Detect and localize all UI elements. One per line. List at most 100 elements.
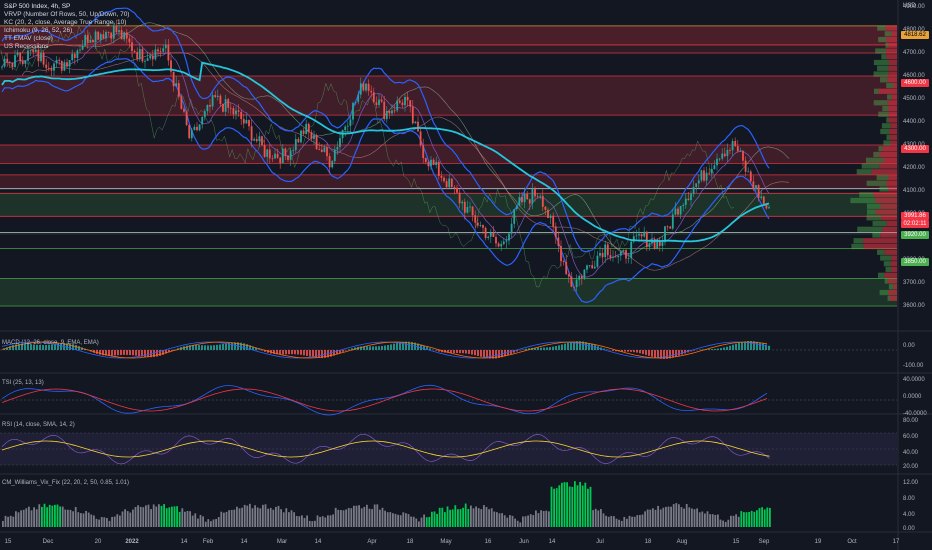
willvix-bar bbox=[490, 508, 493, 527]
volume-profile-bar bbox=[880, 203, 897, 209]
willvix-label[interactable]: CM_Williams_Vix_Fix (22, 20, 2, 50, 0.85… bbox=[2, 480, 129, 486]
candle-body bbox=[16, 52, 19, 56]
willvix-bar bbox=[405, 513, 407, 527]
rsi-label[interactable]: RSI (14, close, SMA, 14, 2) bbox=[2, 422, 75, 428]
willvix-bar bbox=[477, 508, 480, 527]
volume-profile-bar bbox=[878, 88, 897, 94]
macd-histogram-bar bbox=[276, 350, 278, 355]
willvix-bar bbox=[35, 509, 38, 527]
macd-histogram-bar bbox=[546, 347, 548, 350]
willvix-bar bbox=[607, 516, 610, 527]
indicator-emav[interactable]: TT EMAV (close) bbox=[4, 35, 53, 42]
macd-histogram-bar bbox=[453, 350, 455, 354]
candle-body bbox=[658, 240, 661, 246]
macd-histogram-bar bbox=[15, 344, 17, 350]
macd-histogram-bar bbox=[72, 344, 74, 350]
indicator-recessions[interactable]: US Recessions bbox=[4, 43, 49, 50]
volume-profile-bar bbox=[859, 192, 874, 198]
indicator-ichimoku[interactable]: Ichimoku (9, 26, 52, 26) bbox=[4, 27, 73, 34]
volume-profile-bar bbox=[891, 266, 897, 273]
candle-body bbox=[536, 196, 539, 198]
macd-histogram-bar bbox=[234, 342, 236, 350]
candle-body bbox=[718, 158, 721, 160]
willvix-bar bbox=[189, 511, 191, 527]
candle-body bbox=[29, 50, 32, 51]
willvix-bar bbox=[550, 486, 553, 527]
macd-histogram-bar bbox=[633, 350, 635, 353]
symbol-title[interactable]: S&P 500 Index, 4h, SP bbox=[4, 3, 71, 10]
macd-histogram-bar bbox=[420, 344, 422, 350]
macd-histogram-bar bbox=[528, 348, 530, 350]
volume-profile-bar bbox=[880, 255, 892, 261]
time-tick-label: 20 bbox=[94, 539, 102, 545]
candle-body bbox=[736, 146, 739, 152]
candle-body bbox=[502, 241, 505, 244]
candle-body bbox=[684, 198, 687, 205]
willvix-bar bbox=[397, 514, 399, 527]
willvix-bar bbox=[740, 511, 743, 527]
candle-body bbox=[541, 195, 544, 207]
willvix-bar bbox=[418, 521, 420, 527]
willvix-bar bbox=[524, 516, 527, 527]
willvix-bar bbox=[59, 506, 61, 527]
willvix-bar bbox=[717, 514, 719, 527]
macd-histogram-bar bbox=[330, 350, 332, 357]
macd-histogram-bar bbox=[243, 343, 245, 350]
willvix-bar bbox=[363, 506, 366, 527]
candle-body bbox=[222, 103, 224, 112]
candle-body bbox=[305, 123, 308, 134]
willvix-bar bbox=[386, 512, 389, 527]
willvix-bar bbox=[132, 509, 134, 527]
candle-body bbox=[175, 83, 178, 87]
time-tick-label: 15 bbox=[4, 539, 12, 545]
candle-body bbox=[461, 201, 464, 204]
macd-histogram-bar bbox=[714, 348, 716, 350]
candle-body bbox=[131, 42, 133, 51]
candle-body bbox=[313, 135, 315, 139]
candle-body bbox=[432, 159, 435, 165]
tsi-label[interactable]: TSI (25, 13, 13) bbox=[2, 380, 44, 386]
volume-profile-bar bbox=[851, 243, 864, 250]
candle-body bbox=[591, 265, 594, 269]
willvix-bar bbox=[158, 504, 160, 527]
willvix-bar bbox=[602, 513, 605, 527]
price-tag: 3850.00 bbox=[901, 258, 929, 266]
macd-histogram-bar bbox=[477, 350, 479, 357]
candle-body bbox=[749, 171, 752, 182]
candle-body bbox=[14, 55, 16, 68]
candle-body bbox=[37, 49, 40, 62]
volume-profile-bar bbox=[875, 197, 897, 204]
volume-profile-bar bbox=[882, 146, 897, 152]
willvix-bar bbox=[628, 515, 631, 527]
willvix-bar bbox=[641, 514, 644, 527]
willvix-bar bbox=[584, 482, 587, 527]
candle-body bbox=[84, 35, 87, 46]
time-tick-label: 18 bbox=[644, 539, 652, 545]
macd-histogram-bar bbox=[447, 350, 449, 353]
volume-profile-bar bbox=[866, 209, 876, 215]
macd-histogram-bar bbox=[189, 345, 191, 350]
volume-profile-bar bbox=[885, 42, 889, 48]
macd-histogram-bar bbox=[408, 341, 410, 350]
macd-label[interactable]: MACD (12, 26, close, 9, EMA, EMA) bbox=[2, 340, 99, 346]
macd-histogram-bar bbox=[48, 344, 50, 350]
indicator-kc[interactable]: KC (20, 2, close, Average True Range, 10… bbox=[4, 19, 127, 26]
candle-body bbox=[695, 183, 698, 187]
willvix-bar bbox=[321, 516, 324, 527]
candle-body bbox=[614, 256, 617, 258]
candle-body bbox=[40, 52, 42, 62]
kc-lower bbox=[1, 58, 770, 304]
macd-histogram-bar bbox=[768, 345, 770, 350]
candle-body bbox=[437, 161, 440, 176]
candle-body bbox=[583, 269, 586, 279]
candle-body bbox=[762, 196, 765, 204]
willvix-bar bbox=[116, 514, 119, 527]
candle-body bbox=[73, 53, 76, 58]
candle-body bbox=[716, 158, 718, 166]
willvix-bar bbox=[269, 507, 272, 527]
indicator-vrvp[interactable]: VRVP (Number Of Rows, 50, Up/Down, 70) bbox=[4, 11, 130, 18]
volume-profile-bar bbox=[888, 117, 897, 123]
willvix-bar bbox=[691, 508, 693, 527]
candle-body bbox=[612, 256, 614, 258]
